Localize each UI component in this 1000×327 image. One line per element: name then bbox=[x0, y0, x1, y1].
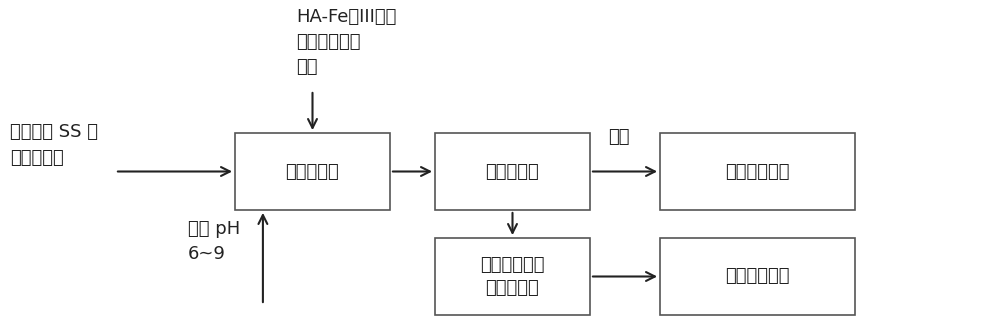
Text: 经预处理 SS 的
有机胂废水: 经预处理 SS 的 有机胂废水 bbox=[10, 124, 98, 166]
Text: HA-Fe（III）复
合悬浊絮凝吸
附剂: HA-Fe（III）复 合悬浊絮凝吸 附剂 bbox=[296, 8, 396, 76]
Text: 后续废渣处理: 后续废渣处理 bbox=[725, 267, 790, 285]
Text: 吸附有机胂饱
和的吸附剂: 吸附有机胂饱 和的吸附剂 bbox=[480, 256, 545, 297]
Bar bbox=[235, 133, 390, 210]
Text: 调节 pH
6~9: 调节 pH 6~9 bbox=[188, 220, 240, 263]
Bar bbox=[660, 133, 855, 210]
Bar bbox=[435, 238, 590, 315]
Text: 出水: 出水 bbox=[608, 128, 630, 146]
Bar bbox=[435, 133, 590, 210]
Text: 静置、沉淀: 静置、沉淀 bbox=[486, 163, 539, 181]
Bar bbox=[660, 238, 855, 315]
Text: 混合反应池: 混合反应池 bbox=[286, 163, 339, 181]
Text: 后续废水处理: 后续废水处理 bbox=[725, 163, 790, 181]
